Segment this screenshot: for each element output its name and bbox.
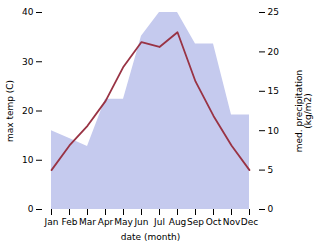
svg-text:Jun: Jun <box>133 217 148 227</box>
svg-text:30: 30 <box>22 57 34 67</box>
svg-text:Nov: Nov <box>223 217 241 227</box>
svg-text:40: 40 <box>22 7 34 17</box>
svg-text:Jul: Jul <box>153 217 165 227</box>
svg-text:0: 0 <box>268 204 274 214</box>
svg-text:0: 0 <box>28 204 34 214</box>
svg-text:Oct: Oct <box>206 217 222 227</box>
svg-text:Apr: Apr <box>98 217 114 227</box>
svg-text:max temp (C): max temp (C) <box>5 80 15 142</box>
svg-text:Sep: Sep <box>187 217 204 227</box>
svg-text:Mar: Mar <box>79 217 96 227</box>
svg-text:25: 25 <box>268 7 279 17</box>
svg-text:med. precipitation(kg/m2): med. precipitation(kg/m2) <box>294 70 313 152</box>
svg-text:20: 20 <box>22 106 34 116</box>
svg-text:20: 20 <box>268 47 280 57</box>
svg-text:15: 15 <box>268 86 279 96</box>
svg-text:10: 10 <box>22 155 34 165</box>
svg-text:Dec: Dec <box>241 217 258 227</box>
svg-text:Feb: Feb <box>62 217 78 227</box>
svg-text:May: May <box>114 217 133 227</box>
svg-text:5: 5 <box>268 165 274 175</box>
svg-text:Aug: Aug <box>169 217 187 227</box>
svg-text:10: 10 <box>268 126 280 136</box>
svg-text:date (month): date (month) <box>121 232 180 242</box>
svg-text:Jan: Jan <box>44 217 59 227</box>
